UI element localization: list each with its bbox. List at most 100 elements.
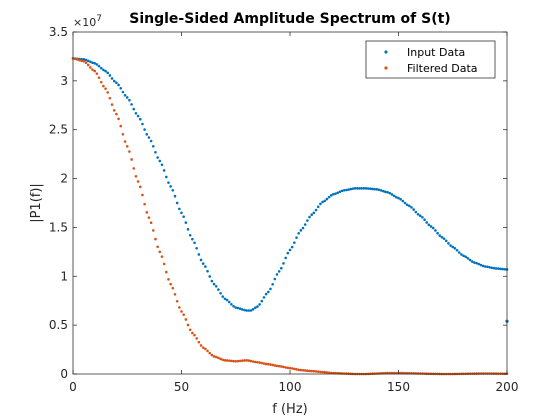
data-point [175,299,179,303]
data-point [175,201,179,205]
data-point [258,303,261,306]
data-point [501,267,504,271]
data-point [290,367,294,370]
data-point [295,236,298,239]
data-point [234,306,238,309]
data-point [123,140,127,143]
data-point [342,189,346,192]
data-point [494,267,498,270]
data-point [160,163,164,167]
data-point [240,359,244,362]
data-point [303,223,307,226]
data-point [221,295,225,298]
data-point [104,69,107,73]
data-point [208,275,212,278]
data-point [299,229,303,232]
x-axis-label: f (Hz) [272,402,307,417]
data-point [267,362,270,366]
data-point [492,266,496,270]
data-point [97,76,101,79]
x-tick-label: 50 [174,380,189,394]
data-point [325,197,329,201]
data-point [112,79,116,83]
data-point [260,299,264,303]
data-point [280,365,283,368]
data-point [316,370,320,373]
data-point [188,233,192,237]
data-point [128,150,131,153]
data-point [414,210,418,214]
data-point [319,202,322,206]
data-point [249,359,253,363]
data-point [102,84,105,88]
data-point [158,250,162,254]
data-layer [71,57,509,376]
data-point [199,344,203,347]
data-point [169,185,172,188]
data-point [208,351,212,355]
data-point [119,86,123,90]
data-point [195,246,198,250]
data-point [269,287,272,291]
data-point [247,309,251,312]
data-point [293,241,296,244]
data-point [392,194,396,198]
data-point [154,237,157,241]
data-point [149,221,153,225]
data-point [457,251,461,254]
data-point [484,265,487,268]
data-point [162,262,166,266]
data-point [416,212,420,216]
data-point [188,328,192,332]
data-point [141,122,144,126]
data-point [451,245,455,249]
data-point [134,175,138,178]
data-point [95,63,99,66]
data-point [193,333,196,337]
data-point [271,282,274,286]
data-point [214,355,218,359]
data-point [119,124,123,128]
data-point [379,189,383,192]
data-point [427,223,431,227]
x-tick-label: 100 [279,380,302,394]
data-point [470,260,474,263]
data-point [117,117,120,121]
data-point [232,304,235,308]
data-point [455,248,459,252]
data-point [158,159,162,163]
data-point [89,60,92,64]
data-point [212,282,216,286]
data-point [143,128,146,131]
data-point [147,136,151,139]
data-point [329,194,333,197]
data-point [193,241,196,245]
data-point [273,277,277,281]
data-point [325,371,329,374]
data-point [273,364,277,367]
data-point [288,366,292,370]
data-point [442,237,446,240]
y-tick-label: 2 [60,172,68,186]
data-point [282,365,285,369]
data-point [108,96,112,100]
data-point [425,221,429,224]
legend-box [365,40,496,79]
data-point [73,57,77,61]
data-point [321,370,324,374]
data-point [130,103,133,106]
y-tick-label: 1.5 [49,220,68,234]
data-point [434,229,437,232]
data-point [149,139,153,143]
data-point [297,231,300,235]
data-point [440,235,444,239]
data-point [151,144,155,148]
data-point [167,181,170,184]
chart-title: Single-Sided Amplitude Spectrum of S(t) [129,11,450,27]
data-point [401,199,405,203]
data-point [230,302,233,306]
x-tick-label: 0 [69,380,77,394]
data-point [303,369,307,372]
data-point [156,156,159,159]
data-point [95,72,99,75]
